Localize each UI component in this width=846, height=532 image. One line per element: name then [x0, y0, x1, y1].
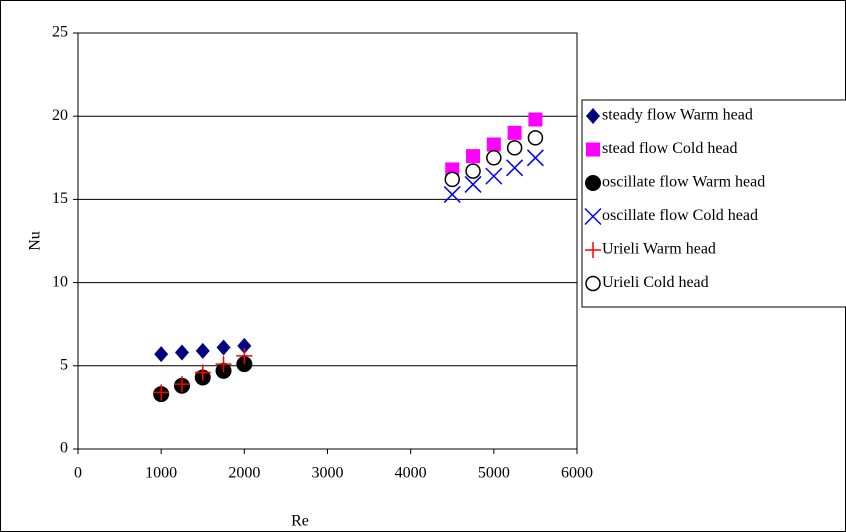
legend-label: Urieli Cold head [602, 274, 709, 291]
y-tick-label: 20 [52, 107, 68, 124]
data-point [487, 151, 501, 165]
y-tick-label: 15 [52, 190, 68, 207]
x-tick-label: 6000 [561, 465, 593, 482]
data-point [528, 131, 542, 145]
data-point [466, 164, 480, 178]
legend-marker [586, 277, 600, 291]
y-tick-label: 5 [60, 356, 68, 373]
legend-marker [586, 143, 600, 157]
data-point [508, 141, 522, 155]
legend-label: oscillate flow Cold head [602, 207, 758, 224]
legend-marker [585, 175, 601, 191]
data-point [466, 149, 480, 163]
x-tick-label: 3000 [312, 465, 344, 482]
y-tick-label: 0 [60, 440, 68, 457]
data-point [487, 137, 501, 151]
x-axis-label: Re [291, 513, 309, 530]
data-point [445, 172, 459, 186]
x-tick-label: 5000 [478, 465, 510, 482]
y-axis-label: Nu [27, 231, 44, 251]
page: {"chart_data": {"type": "scatter", "x_la… [0, 0, 846, 532]
y-tick-label: 25 [52, 24, 68, 41]
data-point [528, 113, 542, 127]
x-tick-label: 2000 [228, 465, 260, 482]
legend-label: Urieli Warm head [602, 241, 716, 258]
data-point [508, 126, 522, 140]
legend-label: oscillate flow Warm head [602, 174, 765, 191]
y-tick-label: 10 [52, 273, 68, 290]
x-tick-label: 1000 [145, 465, 177, 482]
x-tick-label: 4000 [395, 465, 427, 482]
chart: Re Nu 0 5 10 15 20 25 0 1000 2000 3000 4000 5000 600… [0, 0, 846, 532]
legend-label: steady flow Warm head [602, 107, 753, 124]
x-tick-label: 0 [74, 465, 82, 482]
legend-label: stead flow Cold head [602, 140, 738, 157]
